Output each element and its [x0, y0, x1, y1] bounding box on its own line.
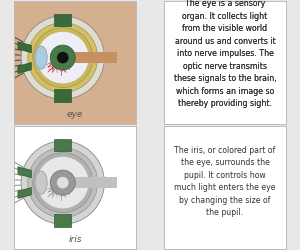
Ellipse shape	[33, 28, 93, 88]
Polygon shape	[54, 14, 71, 26]
Text: The eye is a sensory
organ. It collects light
from the visible world
around us a: The eye is a sensory organ. It collects …	[174, 0, 276, 108]
Polygon shape	[18, 62, 32, 74]
Polygon shape	[58, 52, 117, 64]
Ellipse shape	[35, 46, 47, 69]
Polygon shape	[14, 1, 136, 124]
Polygon shape	[54, 138, 71, 151]
Ellipse shape	[21, 16, 104, 99]
Ellipse shape	[28, 148, 98, 218]
Polygon shape	[18, 167, 32, 178]
Polygon shape	[18, 42, 32, 53]
Ellipse shape	[57, 52, 69, 64]
Ellipse shape	[57, 177, 69, 188]
Ellipse shape	[37, 157, 88, 208]
Ellipse shape	[28, 22, 98, 92]
Polygon shape	[18, 188, 32, 198]
Text: iris: iris	[68, 235, 82, 244]
Text: The iris, or colored part of
the eye, surrounds the
pupil. It controls how
much : The iris, or colored part of the eye, su…	[174, 146, 276, 217]
Polygon shape	[58, 177, 117, 188]
Ellipse shape	[37, 32, 88, 84]
Text: eye: eye	[67, 110, 83, 119]
Ellipse shape	[33, 152, 93, 212]
Polygon shape	[54, 214, 71, 226]
Ellipse shape	[50, 45, 75, 70]
Text: The eye is a sensory
organ. It collects light
from the visible world
around us a: The eye is a sensory organ. It collects …	[174, 0, 276, 108]
Polygon shape	[54, 89, 71, 102]
Ellipse shape	[50, 170, 75, 195]
Ellipse shape	[35, 171, 47, 194]
Ellipse shape	[21, 141, 104, 224]
